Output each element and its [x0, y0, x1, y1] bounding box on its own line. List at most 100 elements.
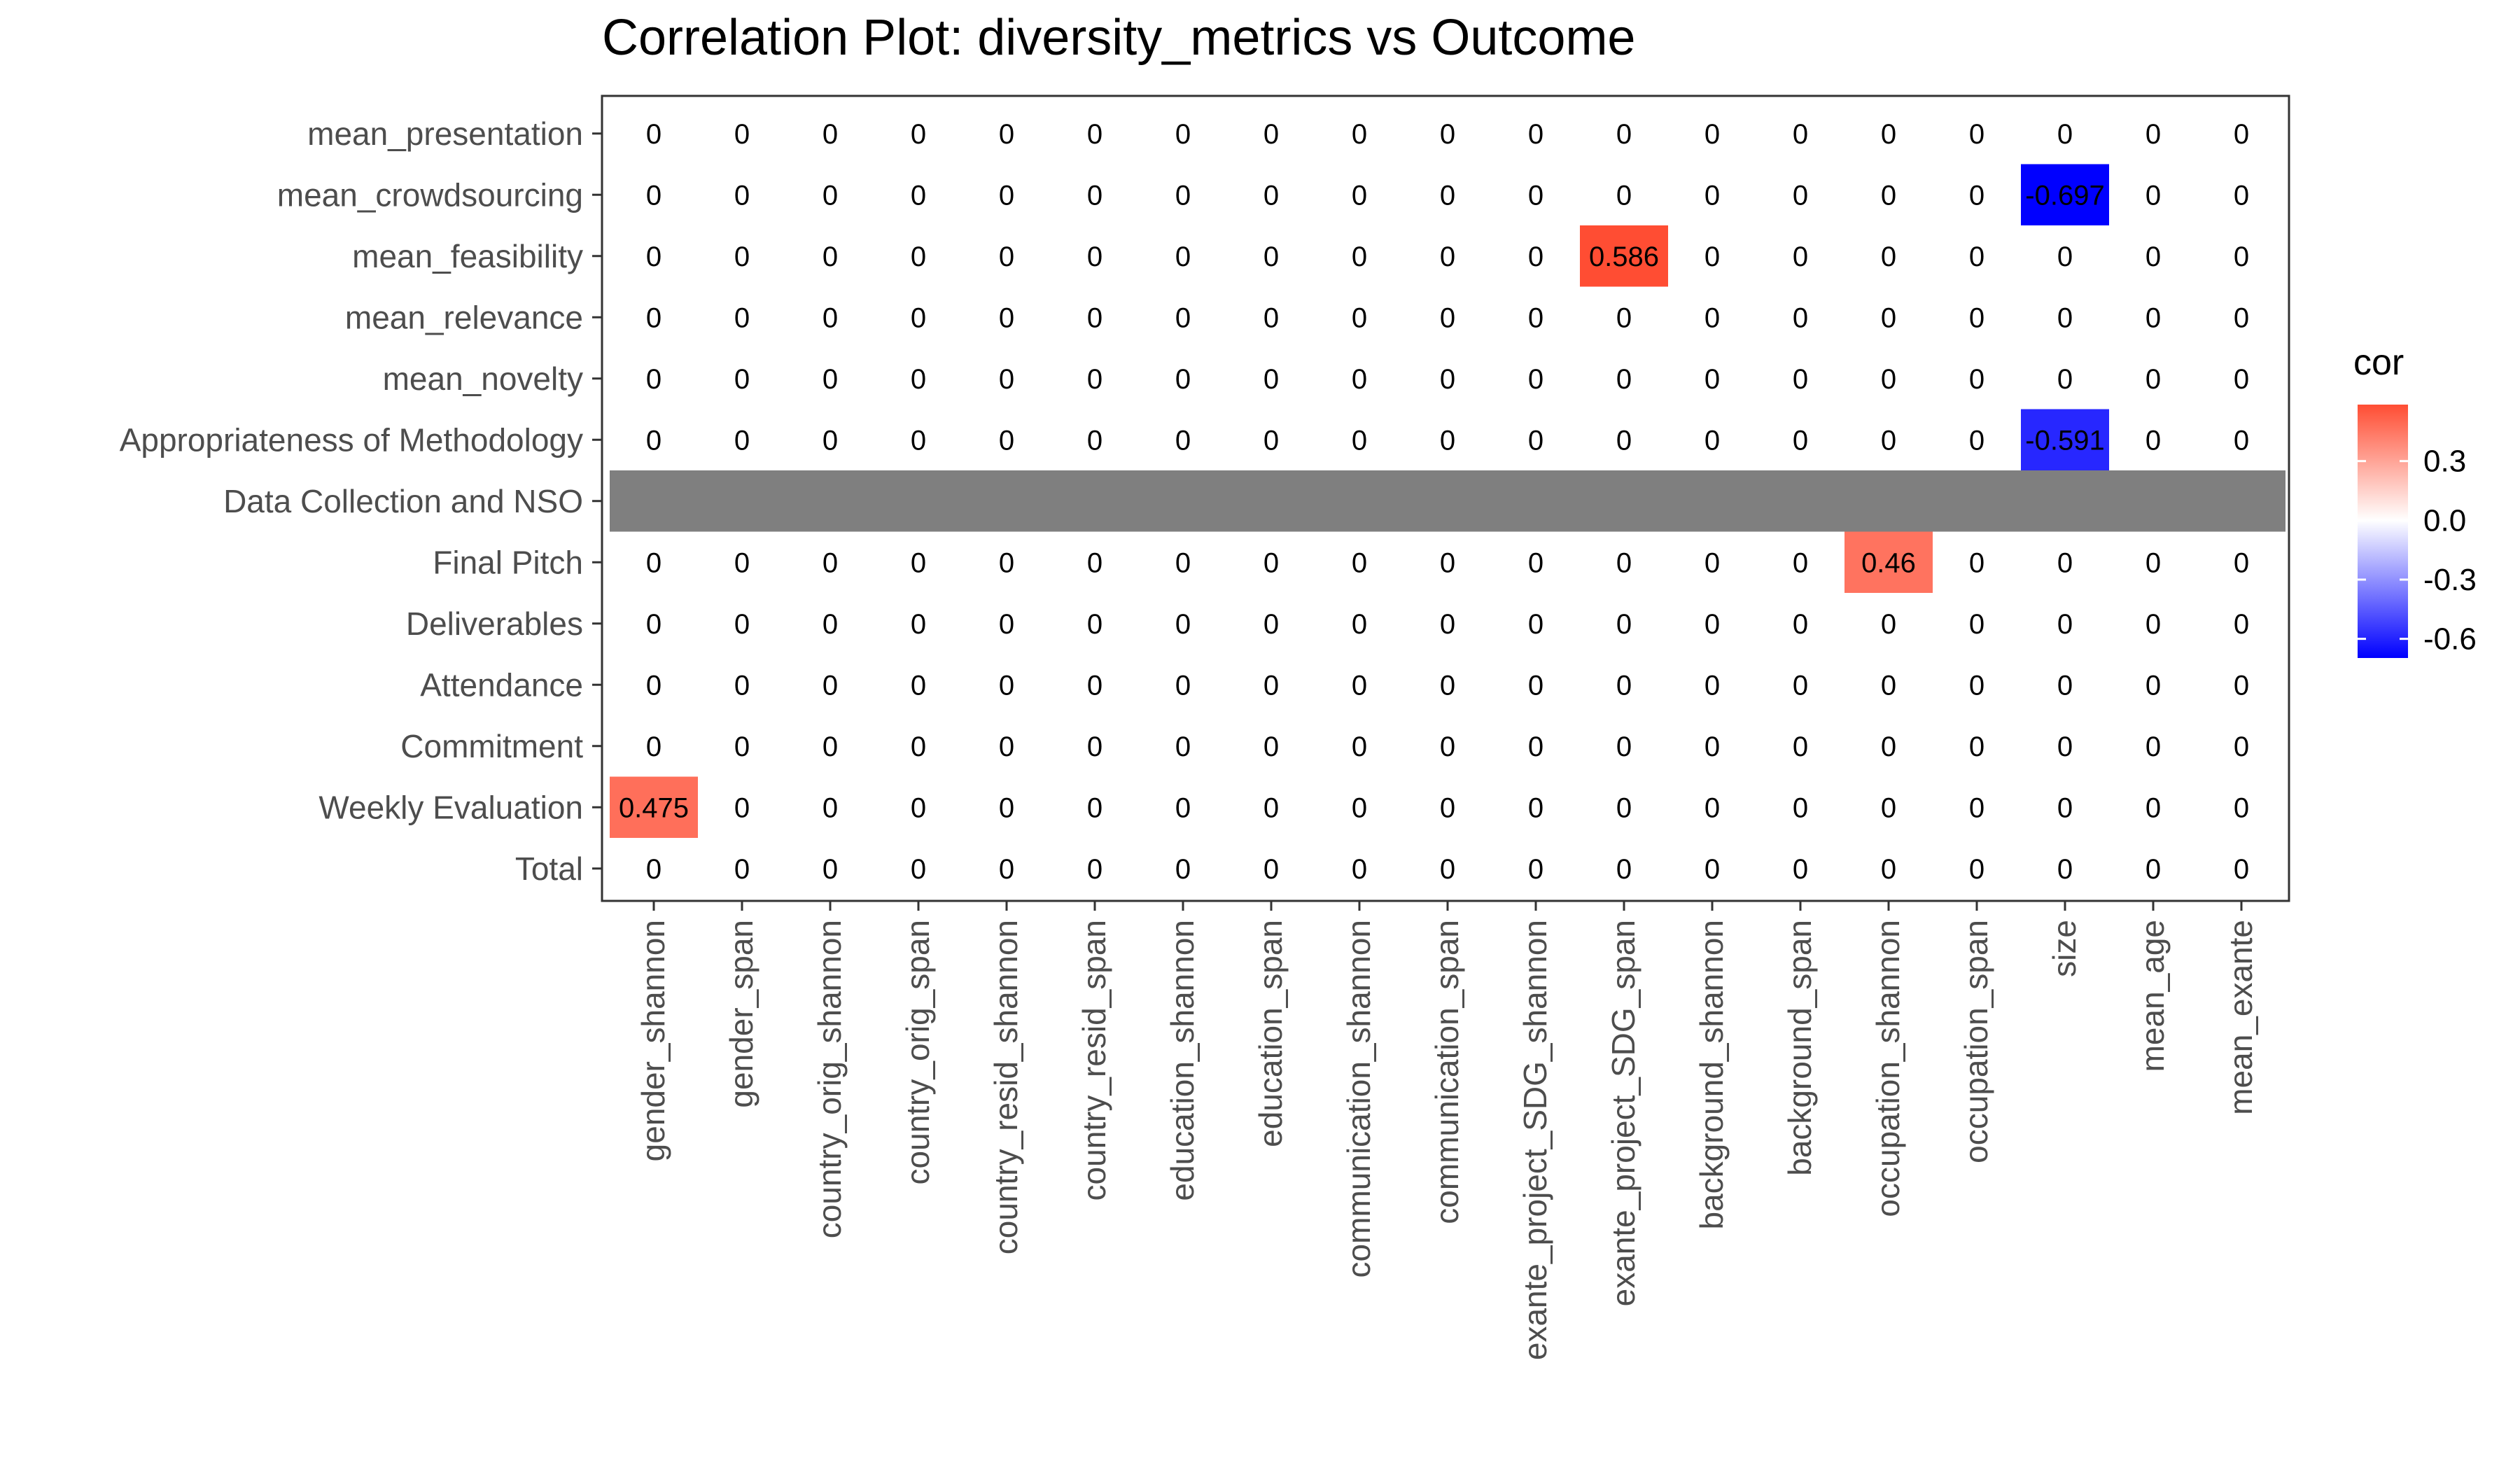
y-tick-label: mean_novelty — [383, 360, 583, 397]
panel-border — [601, 94, 2290, 902]
y-tick-label: Weekly Evaluation — [318, 789, 583, 825]
heatmap-cell — [1580, 225, 1668, 287]
cell-value-label: 0 — [1528, 425, 1544, 456]
cell-value-label: 0 — [646, 241, 662, 272]
cell-value-label: 0 — [2234, 732, 2249, 762]
cell-value-label: 0 — [2057, 302, 2073, 333]
cell-value-label: 0 — [1881, 302, 1896, 333]
cell-value-label: 0 — [1704, 732, 1720, 762]
cell-value-label: 0 — [1352, 425, 1367, 456]
cell-value-label: 0 — [822, 180, 838, 211]
cell-value-label: 0 — [1793, 364, 1808, 395]
x-tick-label: occupation_span — [1958, 920, 1994, 1163]
cell-value-label: 0 — [1264, 792, 1279, 823]
legend-title: cor — [2353, 342, 2404, 383]
legend-tick-label: 0.0 — [2423, 503, 2466, 538]
cell-value-label: 0 — [734, 302, 750, 333]
cell-value-label: 0 — [2057, 609, 2073, 640]
cell-value-label: 0 — [1352, 180, 1367, 211]
cell-value-label: 0 — [1881, 854, 1896, 885]
cell-value-label: 0 — [2234, 180, 2249, 211]
x-tick-label: communication_span — [1429, 920, 1465, 1224]
cell-value-label: 0 — [1616, 364, 1632, 395]
cell-value-label: 0 — [2234, 547, 2249, 578]
cell-value-label: 0 — [1352, 732, 1367, 762]
cell-value-label: 0 — [999, 670, 1014, 701]
cell-value-label: 0 — [1440, 364, 1455, 395]
cell-value-label: 0 — [1969, 180, 1984, 211]
cell-value-label: 0 — [1881, 241, 1896, 272]
cell-value-label: 0 — [646, 609, 662, 640]
cell-value-label: 0.586 — [1589, 241, 1659, 272]
cell-value-label: 0 — [1704, 854, 1720, 885]
cell-value-label: 0 — [2146, 670, 2161, 701]
heatmap-cell — [1844, 531, 1933, 593]
cell-value-label: 0 — [646, 364, 662, 395]
cell-value-label: 0 — [2057, 670, 2073, 701]
cell-value-label: 0 — [822, 547, 838, 578]
cell-value-label: 0 — [911, 547, 926, 578]
cell-value-label: 0 — [822, 425, 838, 456]
cell-value-label: 0 — [1175, 854, 1191, 885]
heatmap-cell — [2021, 164, 2109, 225]
cell-value-label: 0 — [1087, 302, 1102, 333]
cell-value-label: 0 — [1087, 180, 1102, 211]
cell-value-label: 0 — [1440, 792, 1455, 823]
cell-value-label: 0 — [822, 609, 838, 640]
cell-value-label: 0 — [2234, 670, 2249, 701]
cell-value-label: 0 — [911, 241, 926, 272]
cell-value-label: 0 — [822, 792, 838, 823]
cell-value-label: 0 — [646, 732, 662, 762]
cell-value-label: 0 — [1087, 241, 1102, 272]
cell-value-label: 0 — [999, 180, 1014, 211]
cell-value-label: -0.591 — [2025, 425, 2104, 456]
cell-value-label: 0 — [2146, 609, 2161, 640]
cell-value-label: 0 — [1528, 119, 1544, 150]
cell-value-label: 0 — [1704, 241, 1720, 272]
cell-value-label: 0 — [2057, 854, 2073, 885]
cell-value-label: 0 — [1087, 364, 1102, 395]
cell-value-label: -0.697 — [2025, 180, 2104, 211]
cell-value-label: 0 — [646, 180, 662, 211]
cell-value-label: 0 — [1969, 854, 1984, 885]
cell-value-label: 0 — [1175, 425, 1191, 456]
x-tick-label: occupation_shannon — [1870, 920, 1906, 1217]
cell-value-label: 0 — [734, 425, 750, 456]
cell-value-label: 0 — [1616, 854, 1632, 885]
cell-value-label: 0 — [1087, 670, 1102, 701]
cell-value-label: 0 — [911, 364, 926, 395]
cell-value-label: 0 — [1969, 425, 1984, 456]
x-tick-label: country_resid_shannon — [988, 920, 1024, 1254]
x-tick-label: country_orig_span — [899, 920, 936, 1184]
x-tick-label: gender_shannon — [635, 920, 671, 1161]
cell-value-label: 0 — [1440, 547, 1455, 578]
legend: cor 0.3 0.0 -0.3 -0.6 — [2353, 342, 2477, 658]
cell-value-label: 0 — [1969, 364, 1984, 395]
cell-value-label: 0 — [1264, 732, 1279, 762]
cell-value-label: 0 — [1969, 119, 1984, 150]
cell-value-label: 0 — [1881, 670, 1896, 701]
cell-value-label: 0 — [1881, 792, 1896, 823]
y-axis: mean_presentation mean_crowdsourcing mean_… — [120, 115, 602, 887]
cell-value-label: 0 — [1352, 119, 1367, 150]
cell-value-label: 0 — [999, 854, 1014, 885]
cell-value-label: 0 — [1793, 180, 1808, 211]
cell-value-label: 0 — [1264, 302, 1279, 333]
cell-value-label: 0 — [1440, 180, 1455, 211]
cell-value-label: 0 — [1440, 425, 1455, 456]
cell-value-label: 0 — [911, 180, 926, 211]
cell-value-label: 0 — [911, 425, 926, 456]
cell-value-label: 0 — [1440, 119, 1455, 150]
cell-value-label: 0 — [911, 302, 926, 333]
cell-value-label: 0 — [1616, 732, 1632, 762]
cell-value-label: 0 — [1616, 119, 1632, 150]
cell-value-label: 0 — [2234, 302, 2249, 333]
cell-value-label: 0 — [911, 792, 926, 823]
cell-value-label: 0 — [1793, 732, 1808, 762]
cell-value-label: 0 — [822, 854, 838, 885]
cell-value-label: 0 — [734, 180, 750, 211]
cell-value-label: 0 — [2146, 732, 2161, 762]
cell-value-label: 0 — [999, 732, 1014, 762]
cell-value-label: 0 — [911, 854, 926, 885]
